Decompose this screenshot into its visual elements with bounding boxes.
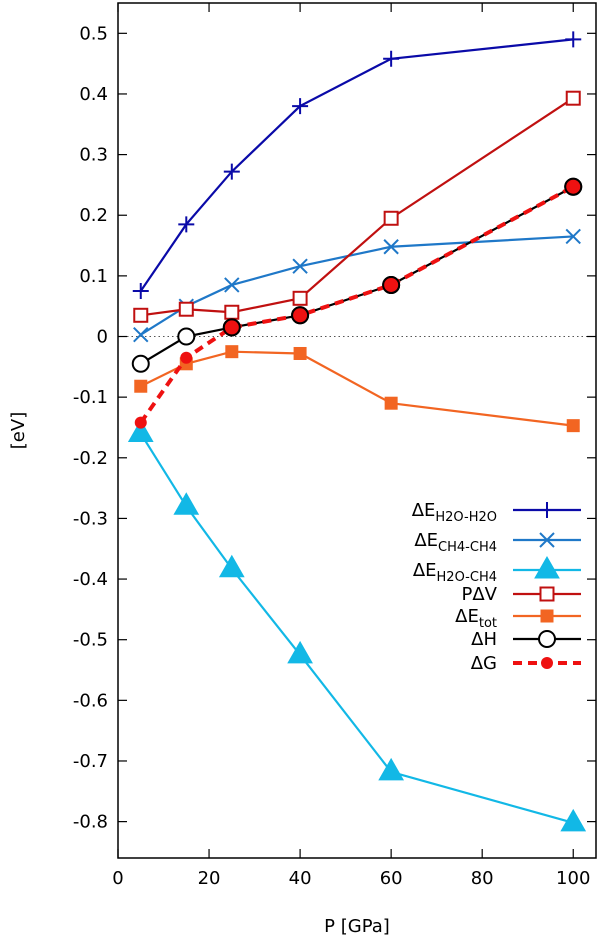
legend-marker (534, 555, 560, 579)
data-point (560, 808, 587, 832)
series-line (139, 184, 575, 424)
y-tick-label: -0.7 (73, 751, 108, 772)
y-tick-label: -0.8 (73, 812, 108, 833)
y-tick-label: -0.2 (73, 448, 108, 469)
legend-marker (538, 630, 556, 648)
x-axis-label: P [GPa] (324, 916, 390, 937)
x-tick-label: 40 (289, 868, 312, 889)
x-tick-label: 20 (198, 868, 221, 889)
legend-entry: ΔG (471, 653, 581, 674)
data-point (382, 275, 401, 294)
data-point (132, 283, 149, 300)
data-point (565, 31, 582, 48)
series-delta-e-tot (134, 345, 580, 433)
x-tick-label: 0 (112, 868, 123, 889)
series-line (140, 235, 574, 336)
legend-marker (541, 657, 553, 669)
series-line (139, 432, 574, 824)
y-tick-label: -0.5 (73, 630, 108, 651)
series-delta-e-h2o-ch4 (127, 419, 587, 832)
series-delta-e-h2o-h2o (132, 31, 582, 300)
legend-marker (539, 502, 555, 518)
data-point (177, 327, 196, 346)
data-point (565, 90, 581, 106)
legend-label: PΔV (462, 584, 498, 605)
plot-area (118, 31, 596, 832)
y-tick-label: -0.3 (73, 508, 108, 529)
x-tick-label: 60 (380, 868, 403, 889)
data-point (292, 290, 308, 306)
data-point (178, 216, 195, 233)
y-tick-label: -0.4 (73, 569, 108, 590)
y-tick-label: 0 (97, 327, 108, 348)
legend-entry: ΔH (471, 629, 581, 650)
data-point (224, 277, 240, 293)
data-point (287, 640, 313, 664)
data-point (565, 228, 581, 245)
data-point (383, 50, 400, 67)
legend-label: ΔH (471, 629, 497, 650)
data-point (384, 396, 398, 410)
y-tick-label: -0.6 (73, 690, 108, 711)
plot-frame (117, 2, 597, 859)
data-point (222, 318, 241, 337)
series-line (139, 38, 574, 292)
data-point (173, 492, 200, 515)
y-tick-label: 0.3 (79, 145, 108, 166)
data-point (378, 757, 405, 781)
y-tick-label: 0.5 (79, 23, 108, 44)
legend-label: ΔEH2O-CH4 (413, 560, 497, 585)
y-tick-label: 0.4 (79, 84, 108, 105)
data-point (293, 346, 307, 360)
legend-label: ΔEtot (455, 606, 497, 631)
y-axis-label: [eV] (8, 412, 29, 449)
series-line (140, 350, 574, 427)
data-point (383, 239, 399, 255)
y-tick-label: 0.2 (79, 205, 108, 226)
legend-entry: ΔEH2O-H2O (412, 500, 581, 525)
data-point (566, 419, 580, 433)
legend-marker (539, 532, 555, 548)
legend-entry: ΔEH2O-CH4 (413, 555, 581, 585)
series-delta-e-ch4-ch4 (133, 228, 581, 343)
series-pdelta-v (133, 90, 581, 323)
data-point (178, 301, 194, 317)
x-tick-label: 80 (471, 868, 494, 889)
legend-marker (540, 609, 554, 623)
data-point (133, 307, 149, 323)
data-point (180, 351, 193, 364)
data-point (292, 98, 309, 115)
legend-marker (539, 586, 555, 602)
data-point (292, 258, 308, 274)
data-point (383, 210, 399, 226)
data-point (291, 306, 310, 325)
data-point (131, 354, 150, 373)
data-point (223, 163, 240, 180)
legend-entry: PΔV (462, 584, 581, 605)
data-point (134, 379, 148, 393)
data-point (218, 554, 245, 578)
data-point (225, 345, 239, 359)
x-tick-label: 100 (556, 868, 590, 889)
legend-label: ΔECH4-CH4 (414, 530, 497, 555)
axis-ticks: 0.5 0.4 0.3 0.2 0.1 0 -0.1 -0.2 -0.3 -0.4 -0.5 -0.6… (73, 3, 596, 889)
data-point (127, 419, 154, 443)
legend-entry: ΔEtot (455, 606, 581, 631)
data-point (224, 304, 240, 320)
series-delta-g (134, 177, 583, 429)
series-line (140, 97, 574, 317)
legend-entry: ΔECH4-CH4 (414, 530, 581, 555)
legend-label: ΔG (471, 653, 497, 674)
legend-label: ΔEH2O-H2O (412, 500, 497, 525)
y-tick-label: -0.1 (73, 387, 108, 408)
series-line (140, 185, 574, 365)
data-point (564, 177, 583, 196)
y-tick-label: 0.1 (79, 266, 108, 287)
data-point (134, 416, 147, 429)
data-point (133, 326, 149, 343)
